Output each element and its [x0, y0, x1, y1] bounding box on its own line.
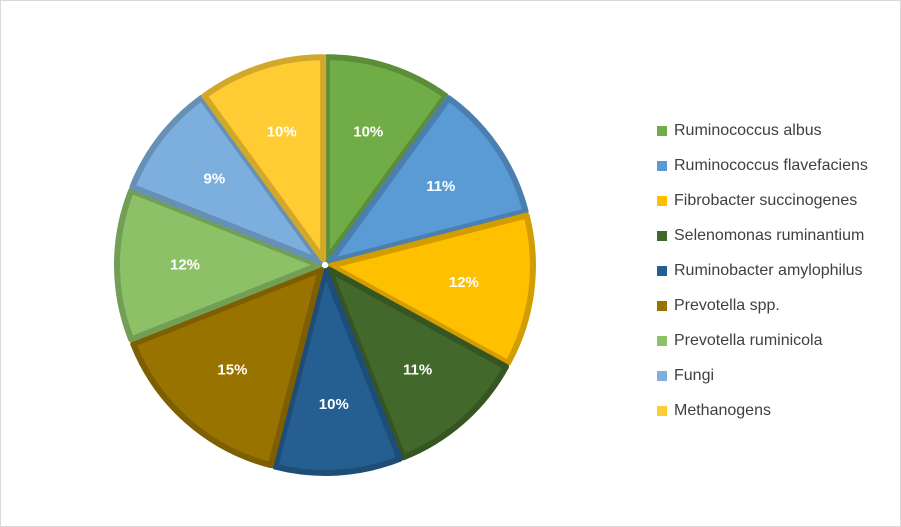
legend-swatch-icon: [657, 160, 667, 171]
pie-slice-fungi: [129, 94, 324, 265]
pie-slice-prevotella-ruminicola: [114, 187, 322, 343]
legend-swatch-icon: [657, 195, 667, 206]
legend-label: Fibrobacter succinogenes: [674, 191, 858, 209]
data-label-prevotella-spp: 15%: [217, 362, 247, 379]
data-label-prevotella-ruminicola: 12%: [170, 257, 200, 274]
legend-item-ruminococcus-albus: Ruminococcus albus: [657, 113, 868, 148]
pie-slice-ruminobacter-amylophilus: [272, 267, 403, 476]
data-label-fibrobacter-succinogenes: 12%: [449, 274, 479, 291]
legend-swatch-icon: [657, 405, 667, 416]
data-label-ruminobacter-amylophilus: 10%: [319, 396, 349, 413]
legend-item-prevotella-spp: Prevotella spp.: [657, 288, 868, 323]
legend-swatch-icon: [657, 300, 667, 311]
legend-swatch-icon: [657, 265, 667, 276]
legend-swatch-icon: [657, 335, 667, 346]
data-label-ruminococcus-flavefaciens: 11%: [426, 178, 455, 195]
pie-slice-prevotella-spp: [130, 266, 325, 469]
legend-label: Fungi: [674, 366, 715, 384]
legend-label: Ruminococcus albus: [674, 121, 822, 139]
legend-item-prevotella-ruminicola: Prevotella ruminicola: [657, 323, 868, 358]
pie-data-labels: 10% 11% 12% 11% 10% 15% 12% 9% 10%: [170, 123, 479, 413]
legend-label: Ruminobacter amylophilus: [674, 261, 863, 279]
data-label-fungi: 9%: [204, 171, 226, 188]
pie-slice-methanogens: [201, 54, 327, 263]
legend-item-fibrobacter-succinogenes: Fibrobacter succinogenes: [657, 183, 868, 218]
legend-item-selenomonas-ruminantium: Selenomonas ruminantium: [657, 218, 868, 253]
legend-item-fungi: Fungi: [657, 358, 868, 393]
legend-label: Prevotella ruminicola: [674, 331, 823, 349]
pie-slice-selenomonas-ruminantium: [325, 266, 509, 461]
legend-item-methanogens: Methanogens: [657, 393, 868, 428]
data-label-selenomonas-ruminantium: 11%: [403, 362, 432, 379]
legend-item-ruminococcus-flavefaciens: Ruminococcus flavefaciens: [657, 148, 868, 183]
legend-label: Methanogens: [674, 401, 771, 419]
pie-slice-ruminococcus-albus: [323, 54, 449, 263]
data-label-methanogens: 10%: [267, 123, 297, 140]
legend-item-ruminobacter-amylophilus: Ruminobacter amylophilus: [657, 253, 868, 288]
legend-swatch-icon: [657, 125, 667, 136]
data-label-ruminococcus-albus: 10%: [353, 123, 383, 140]
pie-slice-fibrobacter-succinogenes: [327, 212, 536, 367]
legend-label: Prevotella spp.: [674, 296, 780, 314]
legend-swatch-icon: [657, 370, 667, 381]
chart-legend: Ruminococcus albus Ruminococcus flavefaci…: [657, 113, 868, 428]
pie-slice-ruminococcus-flavefaciens: [326, 95, 529, 265]
legend-label: Ruminococcus flavefaciens: [674, 156, 868, 174]
pie-slices: [114, 54, 536, 476]
legend-label: Selenomonas ruminantium: [674, 226, 865, 244]
legend-swatch-icon: [657, 230, 667, 241]
